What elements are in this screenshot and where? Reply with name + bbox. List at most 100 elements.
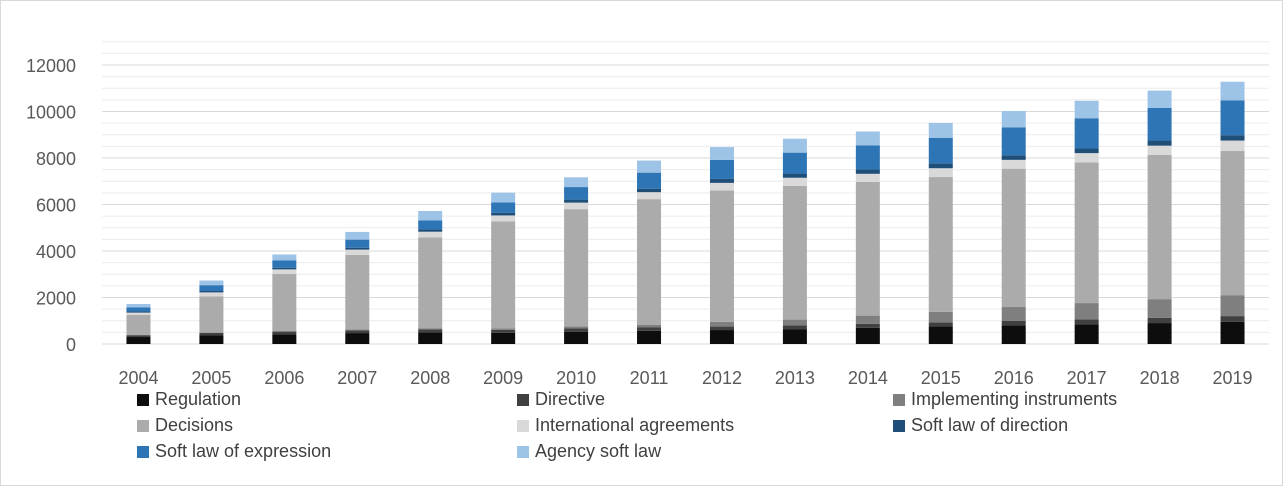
x-tick-label: 2007	[337, 368, 377, 385]
bar-segment	[418, 329, 443, 333]
x-tick-label: 2008	[410, 368, 450, 385]
bar-segment	[1074, 303, 1099, 320]
bar-segment	[1220, 135, 1245, 141]
legend-label: International agreements	[535, 415, 735, 435]
bar-segment	[709, 147, 734, 160]
bar-segment	[345, 329, 370, 331]
legend-swatch	[517, 419, 529, 432]
x-tick-label: 2009	[483, 368, 523, 385]
bar-segment	[126, 304, 151, 308]
bar-segment	[1074, 118, 1099, 149]
legend-label: Soft law of direction	[911, 415, 1069, 435]
bar-segment	[637, 188, 662, 193]
bar-segment	[199, 280, 224, 286]
bar-segment	[782, 185, 807, 320]
bar-segment	[1001, 325, 1026, 344]
bar-segment	[782, 173, 807, 178]
bar-segment	[491, 215, 516, 222]
bar-segment	[491, 202, 516, 213]
y-tick-label: 2000	[36, 289, 76, 309]
bar-segment	[709, 330, 734, 344]
bar-segment	[637, 324, 662, 328]
bar-segment	[418, 211, 443, 221]
bar-segment	[855, 169, 880, 174]
bar-segment	[928, 138, 953, 164]
legend-swatch	[893, 419, 905, 432]
x-tick-label: 2017	[1067, 368, 1107, 385]
bar-segment	[272, 334, 297, 344]
bar-segment	[928, 163, 953, 169]
bars	[126, 81, 1245, 344]
bar-segment	[272, 260, 297, 268]
bar-segment	[418, 332, 443, 344]
bar-segment	[637, 330, 662, 344]
bar-segment	[1001, 127, 1026, 156]
gridlines	[102, 41, 1269, 345]
stacked-bar-chart: 0 2000 4000 6000 8000 10000 12000 2004 2005 2006…	[26, 41, 1269, 385]
bar-segment	[782, 319, 807, 326]
bar-segment	[272, 267, 297, 270]
bar-segment	[928, 326, 953, 344]
y-tick-label: 8000	[36, 149, 76, 169]
legend-label: Soft law of expression	[155, 441, 332, 461]
bar-segment	[272, 331, 297, 335]
x-tick-label: 2018	[1140, 368, 1180, 385]
bar-segment	[855, 173, 880, 182]
bar-segment	[272, 330, 297, 332]
x-tick-label: 2011	[630, 368, 669, 385]
bar-segment	[126, 337, 151, 344]
y-tick-label: 6000	[36, 196, 76, 216]
x-tick-label: 2004	[118, 368, 158, 385]
bar-segment	[564, 202, 589, 210]
bar-segment	[272, 269, 297, 275]
legend-item: Regulation	[137, 389, 241, 410]
bar-segment	[418, 328, 443, 330]
bar-segment	[855, 315, 880, 324]
legend-swatch	[517, 393, 529, 406]
bar-segment	[491, 212, 516, 216]
bar-segment	[1001, 111, 1026, 128]
bar-segment	[1147, 317, 1172, 324]
legend-swatch	[137, 419, 149, 432]
bar-segment	[126, 307, 151, 312]
bar-segment	[1074, 319, 1099, 325]
x-tick-label: 2010	[556, 368, 596, 385]
legend-item: Agency soft law	[517, 441, 661, 462]
bar-segment	[1220, 151, 1245, 296]
bar-segment	[782, 152, 807, 174]
bar-segment	[1147, 145, 1172, 155]
bar-segment	[637, 327, 662, 331]
bar-segment	[564, 199, 589, 203]
legend-item: Directive	[517, 389, 605, 410]
bar-segment	[345, 231, 370, 240]
bar-segment	[709, 321, 734, 327]
legend-label: Implementing instruments	[911, 389, 1118, 409]
bar-segment	[928, 322, 953, 327]
bar-segment	[637, 192, 662, 200]
bar-segment	[855, 327, 880, 344]
bar-segment	[1220, 321, 1245, 344]
legend-item: Implementing instruments	[893, 389, 1117, 410]
bar-segment	[928, 168, 953, 178]
bar-segment	[199, 290, 224, 293]
bar-segment	[564, 328, 589, 332]
x-axis-ticks: 2004 2005 2006 2007 2008 2009 2010 2011 2012 2013…	[118, 368, 1252, 385]
y-axis-ticks: 0 2000 4000 6000 8000 10000 12000	[26, 56, 76, 355]
y-tick-label: 0	[66, 335, 76, 355]
bar-segment	[782, 325, 807, 330]
bar-segment	[1001, 159, 1026, 169]
bar-segment	[491, 192, 516, 203]
bar-segment	[418, 220, 443, 230]
y-tick-label: 4000	[36, 242, 76, 262]
bar-segment	[564, 187, 589, 200]
bar-segment	[1147, 140, 1172, 146]
bar-segment	[418, 231, 443, 238]
bar-segment	[1220, 316, 1245, 322]
bar-segment	[1147, 299, 1172, 318]
x-tick-label: 2015	[921, 368, 961, 385]
bar-segment	[199, 296, 224, 333]
bar-segment	[709, 178, 734, 183]
bar-segment	[199, 335, 224, 344]
bar-segment	[1147, 90, 1172, 109]
